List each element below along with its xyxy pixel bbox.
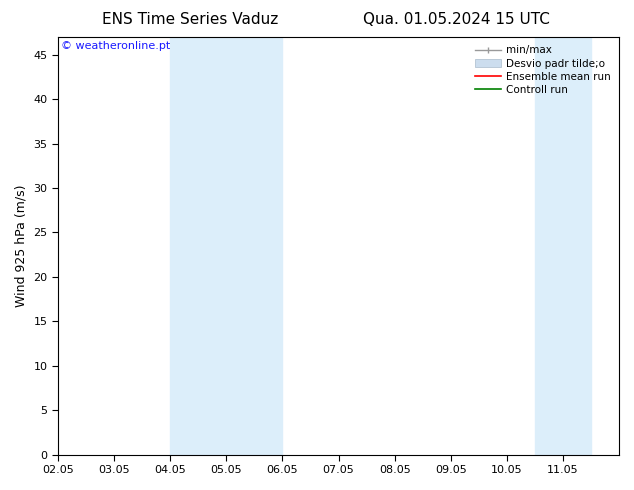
Bar: [535, 37, 591, 455]
Text: © weatheronline.pt: © weatheronline.pt: [61, 41, 170, 51]
Bar: [171, 37, 283, 455]
Legend: min/max, Desvio padr tilde;o, Ensemble mean run, Controll run: min/max, Desvio padr tilde;o, Ensemble m…: [472, 42, 614, 98]
Text: Qua. 01.05.2024 15 UTC: Qua. 01.05.2024 15 UTC: [363, 12, 550, 27]
Text: ENS Time Series Vaduz: ENS Time Series Vaduz: [102, 12, 278, 27]
Y-axis label: Wind 925 hPa (m/s): Wind 925 hPa (m/s): [15, 185, 28, 307]
